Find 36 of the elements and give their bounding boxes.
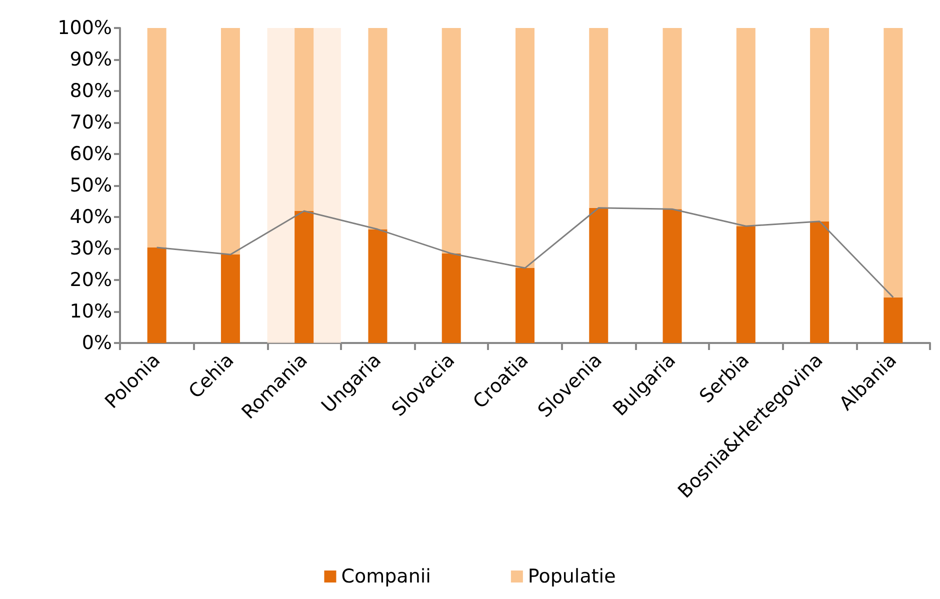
y-tick-label: 50% (70, 174, 112, 196)
bar (884, 28, 903, 298)
bar (516, 28, 534, 268)
bar (736, 28, 756, 226)
y-tick-label: 80% (70, 80, 112, 102)
bar (662, 28, 682, 210)
bar (884, 297, 903, 343)
y-tick-label: 0% (82, 332, 112, 354)
legend-label: Populatie (528, 566, 616, 588)
bar (368, 28, 388, 230)
y-tick-label: 60% (70, 143, 112, 165)
bar (220, 254, 240, 343)
bar (442, 28, 461, 254)
bar (589, 28, 608, 208)
y-tick-label: 30% (70, 238, 112, 260)
bar (147, 248, 166, 343)
y-tick-label: 90% (70, 48, 112, 70)
bar (368, 229, 388, 343)
bar (294, 211, 314, 343)
y-tick-label: 40% (70, 206, 112, 228)
y-tick-label: 20% (70, 269, 112, 291)
bar (810, 221, 830, 343)
bar (589, 208, 608, 343)
y-tick-label: 10% (70, 300, 112, 322)
bar (147, 28, 166, 248)
bar (736, 226, 756, 343)
line-series (156, 207, 894, 298)
y-tick-label: 100% (58, 17, 112, 39)
bar (294, 28, 314, 212)
bar (810, 28, 830, 222)
legend-label: Companii (341, 566, 431, 588)
bar (662, 209, 682, 343)
bar (442, 254, 461, 343)
y-tick-label: 70% (70, 112, 112, 134)
bar (516, 268, 534, 343)
bar (220, 28, 240, 254)
